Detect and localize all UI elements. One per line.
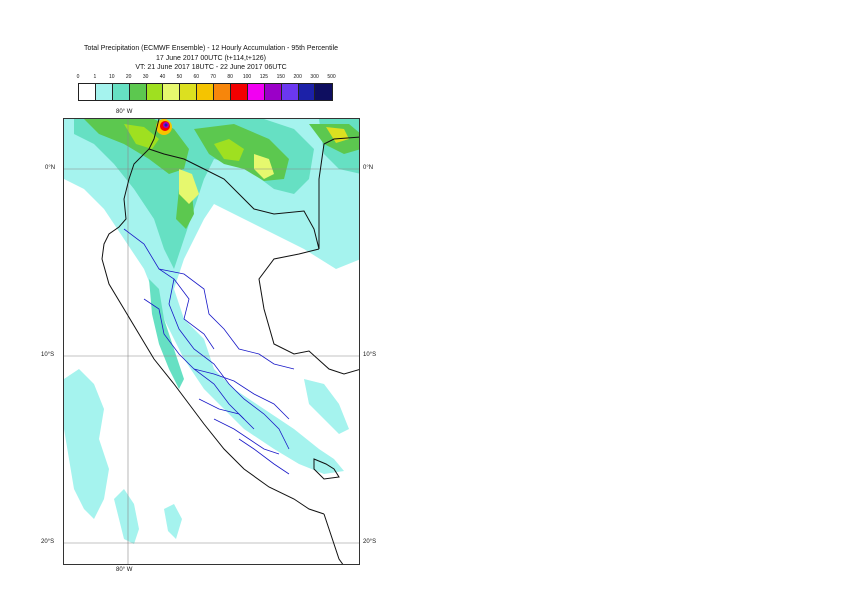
legend-swatch xyxy=(197,84,215,100)
legend-swatch xyxy=(298,84,316,100)
legend-swatch xyxy=(163,84,181,100)
legend-threshold-label: 20 xyxy=(125,74,132,80)
legend-threshold-label: 1 xyxy=(93,74,97,80)
lat-label-right-20s: 20°S xyxy=(363,539,377,545)
legend-swatch xyxy=(146,84,164,100)
graticule xyxy=(64,119,359,564)
legend-threshold-label: 0 xyxy=(76,74,80,80)
legend-swatch xyxy=(247,84,265,100)
legend-threshold-label: 100 xyxy=(242,74,252,80)
legend-swatch xyxy=(79,84,96,100)
legend-swatch xyxy=(112,84,130,100)
legend-threshold-label: 80 xyxy=(227,74,233,80)
legend-threshold-label: 30 xyxy=(142,74,149,80)
legend-swatch xyxy=(129,84,147,100)
legend-swatch xyxy=(95,84,113,100)
lat-label-left-10s: 10°S xyxy=(41,352,55,358)
country-borders xyxy=(101,119,359,564)
legend-swatch xyxy=(214,84,232,100)
admin-borders xyxy=(123,228,295,475)
lon-label-bottom: 80° W xyxy=(116,567,133,573)
lat-label-left-20s: 20°S xyxy=(41,539,55,545)
legend-color-scale xyxy=(78,83,334,101)
lat-label-right-10s: 10°S xyxy=(363,352,377,358)
precip-1-10-fill xyxy=(64,119,359,544)
legend-threshold-label: 10 xyxy=(109,74,115,80)
legend-threshold-label: 60 xyxy=(193,74,200,80)
legend-threshold-label: 125 xyxy=(259,74,269,80)
title-line-2: 17 June 2017 00UTC (t+114,t+126) xyxy=(155,54,266,62)
title-line-1: Total Precipitation (ECMWF Ensemble) - 1… xyxy=(83,45,339,52)
legend-swatch xyxy=(281,84,299,100)
lat-label-left-0: 0°N xyxy=(45,165,56,171)
legend-threshold-label: 500 xyxy=(327,74,336,80)
lon-label-top: 80° W xyxy=(116,109,133,115)
legend-threshold-label: 50 xyxy=(176,74,183,80)
legend-swatch xyxy=(180,84,198,100)
chart-title: Total Precipitation (ECMWF Ensemble) - 1… xyxy=(0,44,422,73)
legend-threshold-label: 70 xyxy=(210,74,216,80)
precip-heavy-spot xyxy=(156,119,172,135)
legend-threshold-label: 40 xyxy=(159,74,166,80)
map-svg xyxy=(64,119,359,564)
legend-swatch xyxy=(315,84,333,100)
title-line-3: VT: 21 June 2017 18UTC - 22 June 2017 06… xyxy=(135,64,287,71)
legend-threshold-label: 300 xyxy=(310,74,319,80)
legend-threshold-label: 200 xyxy=(293,74,302,80)
legend-swatch xyxy=(264,84,282,100)
precipitation-map xyxy=(63,118,360,565)
legend-swatch xyxy=(231,84,248,100)
legend-threshold-labels: 0 1 10 20 30 40 50 60 70 80 100 125 150 200 300 500 xyxy=(0,74,842,84)
legend-threshold-label: 150 xyxy=(276,74,285,80)
precip-30-60-fill xyxy=(124,124,349,204)
lat-label-right-0: 0°N xyxy=(363,165,374,171)
